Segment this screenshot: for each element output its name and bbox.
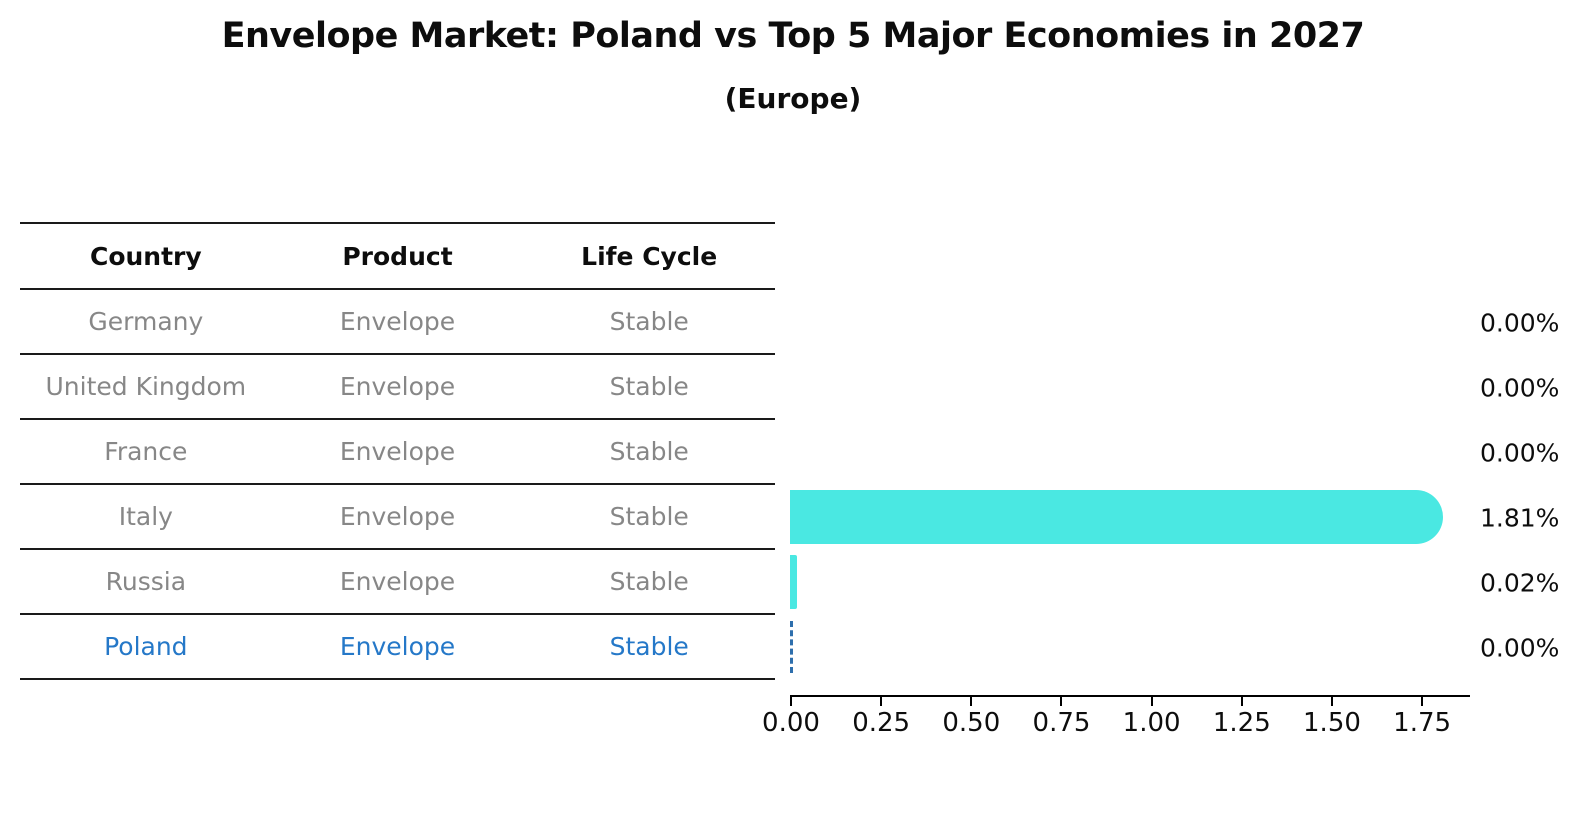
x-tick-label: 1.00 <box>1122 708 1181 738</box>
cell-life-cycle: Stable <box>609 502 689 531</box>
table-row: United Kingdom Envelope Stable <box>20 355 775 420</box>
cell-product: Envelope <box>339 307 456 336</box>
value-label-poland: 0.00% <box>1480 633 1560 663</box>
chart-subtitle: (Europe) <box>724 82 862 115</box>
table-body: Germany Envelope Stable United Kingdom E… <box>20 290 775 680</box>
data-table: Country Product Life Cycle Germany Envel… <box>20 222 775 680</box>
plot-area <box>790 290 1468 680</box>
x-tick-label: 0.25 <box>852 708 911 738</box>
cell-product: Envelope <box>339 567 456 596</box>
value-label-germany: 0.00% <box>1480 308 1560 338</box>
bar-row <box>790 290 1468 355</box>
x-tick-label: 1.75 <box>1393 708 1452 738</box>
table-row: Italy Envelope Stable <box>20 485 775 550</box>
cell-life-cycle: Stable <box>609 437 689 466</box>
cell-country: Germany <box>88 307 204 336</box>
table-row: Poland Envelope Stable <box>20 615 775 680</box>
zero-bar-dashed-poland <box>790 621 793 673</box>
bar-row <box>790 550 1468 615</box>
cell-life-cycle: Stable <box>609 307 689 336</box>
cell-product: Envelope <box>339 502 456 531</box>
value-label-france: 0.00% <box>1480 438 1560 468</box>
cell-product: Envelope <box>339 437 456 466</box>
cell-country: Poland <box>104 632 188 661</box>
x-tick-label: 1.25 <box>1212 708 1271 738</box>
cell-life-cycle: Stable <box>609 567 689 596</box>
bar-italy <box>790 490 1443 544</box>
cell-life-cycle: Stable <box>609 372 689 401</box>
cell-product: Envelope <box>339 632 456 661</box>
table-row: France Envelope Stable <box>20 420 775 485</box>
table-row: Russia Envelope Stable <box>20 550 775 615</box>
column-header-country: Country <box>89 241 202 271</box>
bar-row <box>790 485 1468 550</box>
table-header-row: Country Product Life Cycle <box>20 224 775 290</box>
column-header-product: Product <box>342 241 453 271</box>
cell-country: United Kingdom <box>45 372 247 401</box>
x-tick <box>1330 697 1333 706</box>
cell-country: Italy <box>118 502 173 531</box>
cell-life-cycle: Stable <box>609 632 689 661</box>
x-tick <box>970 697 973 706</box>
x-tick-label: 0.00 <box>762 708 820 738</box>
table-row: Germany Envelope Stable <box>20 290 775 355</box>
value-label-italy: 1.81% <box>1480 503 1560 533</box>
bar-russia <box>790 555 798 609</box>
x-tick <box>1150 697 1153 706</box>
cell-country: Russia <box>105 567 187 596</box>
x-axis-line <box>790 695 1470 697</box>
x-tick <box>1060 697 1063 706</box>
x-tick-label: 0.50 <box>942 708 1001 738</box>
column-header-life-cycle: Life Cycle <box>581 241 718 271</box>
x-tick <box>790 697 792 706</box>
x-tick <box>1421 697 1424 706</box>
cell-country: France <box>104 437 188 466</box>
value-label-united-kingdom: 0.00% <box>1480 373 1560 403</box>
bar-row <box>790 615 1468 680</box>
bar-row <box>790 355 1468 420</box>
x-tick-label: 1.50 <box>1303 708 1361 738</box>
bar-row <box>790 420 1468 485</box>
x-tick-label: 0.75 <box>1032 708 1091 738</box>
chart-title: Envelope Market: Poland vs Top 5 Major E… <box>221 16 1365 56</box>
value-label-russia: 0.02% <box>1480 568 1560 598</box>
x-tick <box>880 697 883 706</box>
x-tick <box>1240 697 1243 706</box>
cell-product: Envelope <box>339 372 456 401</box>
